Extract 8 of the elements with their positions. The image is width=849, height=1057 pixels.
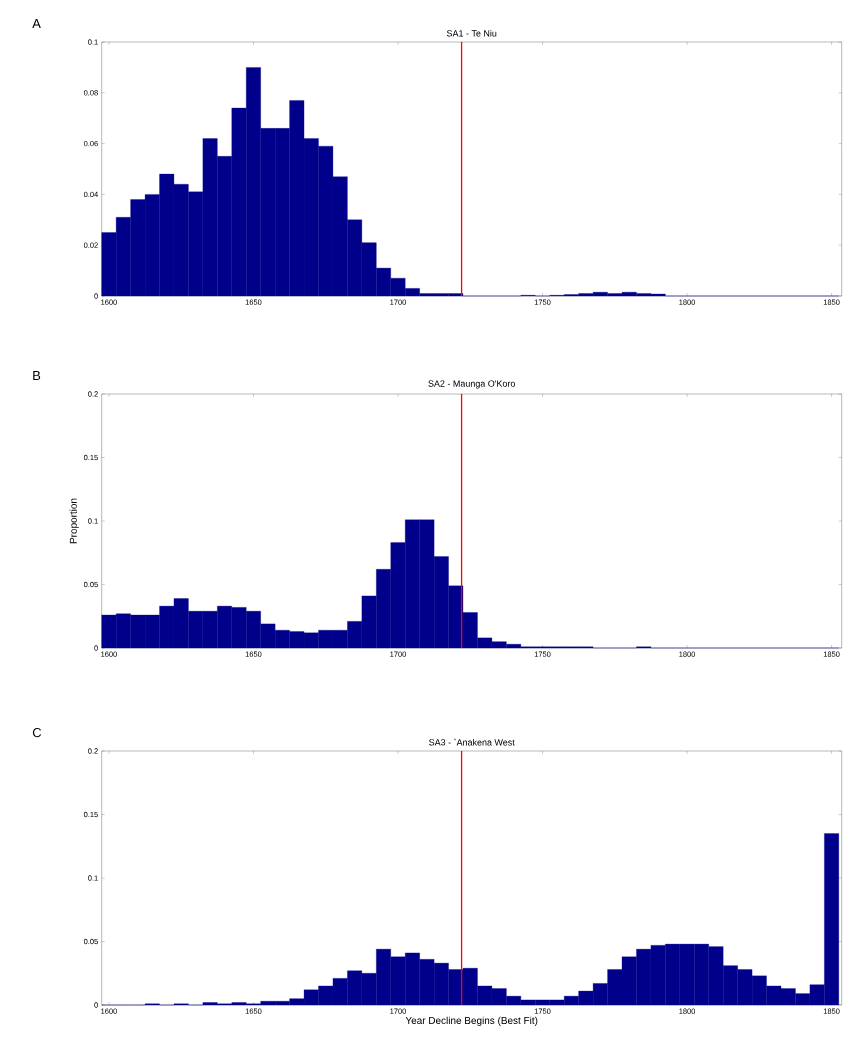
- text: A: [32, 19, 41, 29]
- y-axis-title: Proportion: [69, 498, 79, 544]
- chart-title: SA1 - Te Niu: [446, 29, 497, 37]
- chart-title: SA3 - `Anakena West: [429, 738, 515, 746]
- text: B: [33, 371, 41, 381]
- x-axis-title: Year Decline Begins (Best Fit): [405, 1016, 538, 1026]
- chart-title: SA2 - Maunga O'Koro: [428, 380, 516, 389]
- text: C: [32, 727, 42, 738]
